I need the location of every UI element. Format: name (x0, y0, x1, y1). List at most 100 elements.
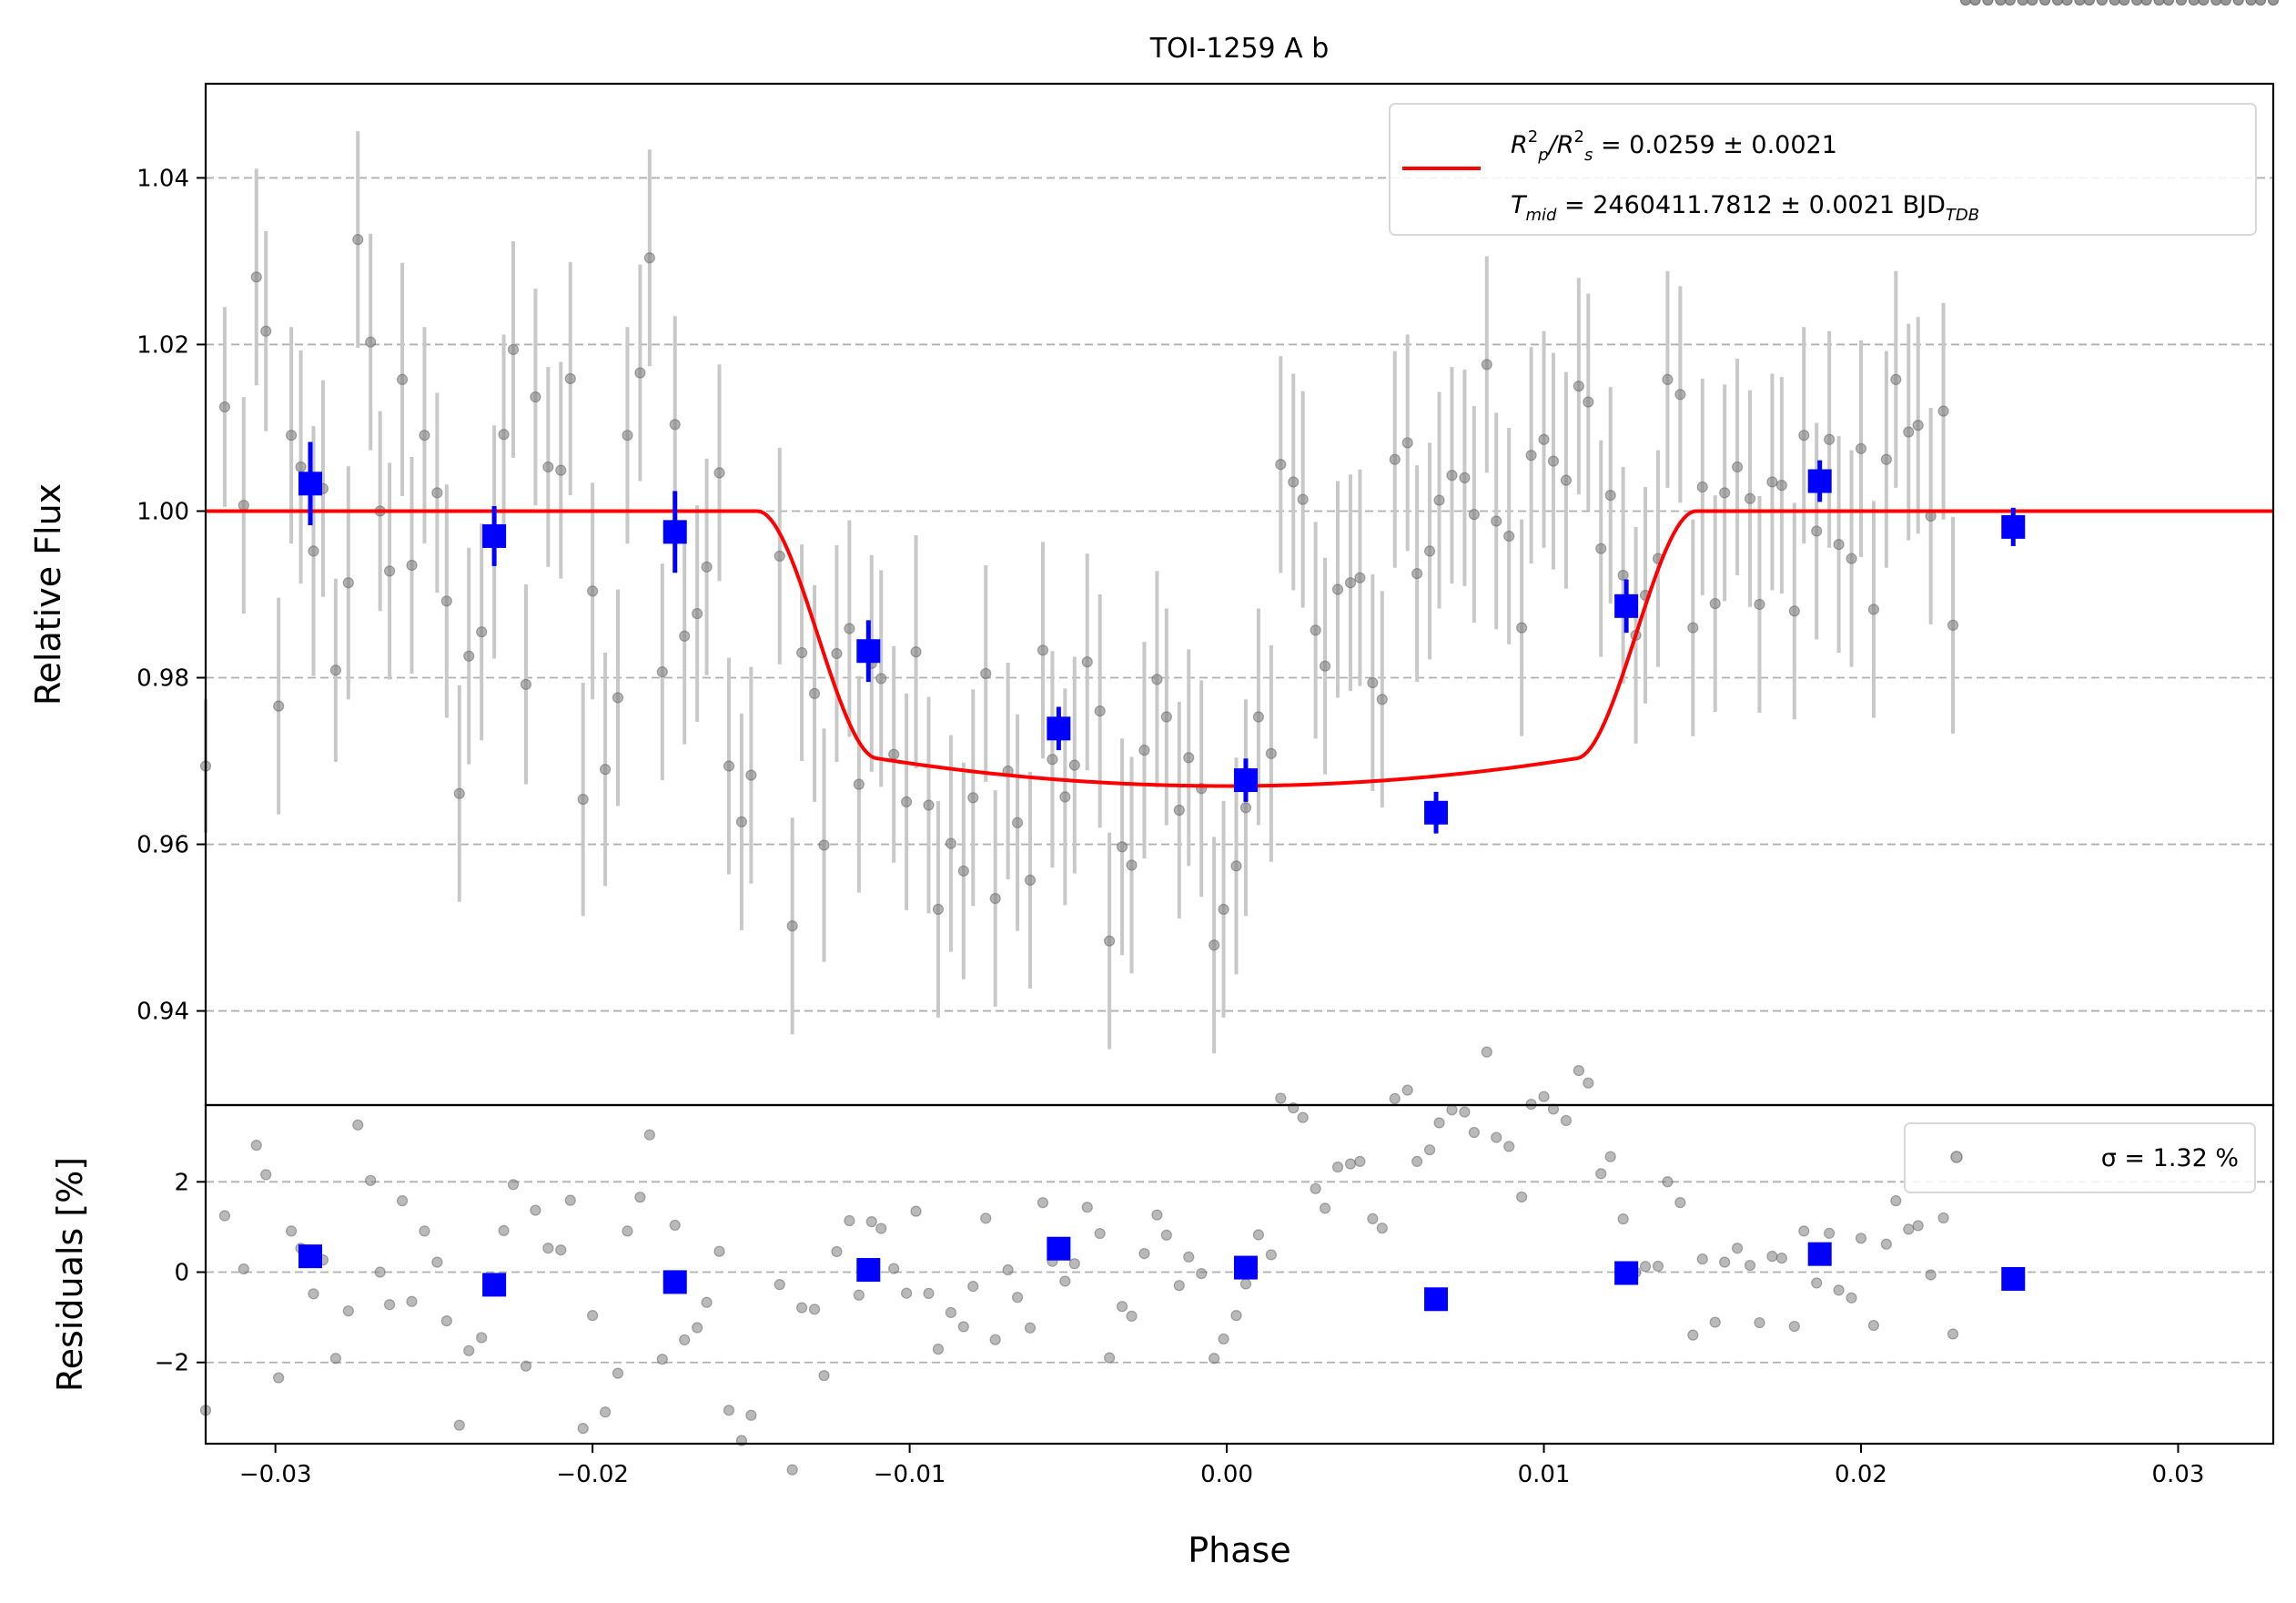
residual-point (692, 1322, 703, 1334)
raw-point (1138, 745, 1150, 756)
residual-point (1890, 1195, 1902, 1207)
residual-point (1401, 1084, 1413, 1096)
raw-point (1310, 624, 1321, 636)
residual-point (2245, 0, 2257, 6)
residual-point (1855, 1233, 1867, 1244)
residual-point (1788, 1320, 1800, 1333)
raw-point (901, 796, 913, 807)
raw-point (555, 464, 567, 476)
residual-point (1833, 1284, 1845, 1296)
residual-point (1947, 1328, 1959, 1340)
residual-point (2027, 0, 2038, 6)
raw-point (1744, 492, 1756, 504)
residual-point (2175, 0, 2188, 6)
transit-model-line (206, 509, 2273, 788)
raw-point (1766, 476, 1778, 488)
raw-point (1811, 525, 1823, 537)
residual-point (2140, 0, 2152, 6)
raw-point (888, 748, 900, 760)
raw-point (1855, 442, 1867, 454)
residual-point (1709, 1316, 1721, 1328)
residual-point (1912, 1220, 1924, 1232)
residual-point (1516, 1191, 1528, 1203)
residual-point (2254, 0, 2267, 6)
residual-point (1275, 1092, 1287, 1104)
residual-point (542, 1243, 554, 1254)
raw-point (910, 646, 922, 658)
raw-point (1230, 860, 1242, 872)
residual-point (1423, 1144, 1436, 1156)
residual-point (1982, 0, 1994, 6)
raw-point (1265, 747, 1277, 759)
residual-point (308, 1288, 319, 1300)
raw-point (774, 550, 785, 563)
raw-point (431, 487, 443, 499)
raw-point (1617, 569, 1629, 582)
raw-point (1516, 622, 1528, 634)
main-binned-points (298, 441, 2026, 834)
raw-point (932, 903, 945, 916)
binned-point (1047, 716, 1071, 741)
raw-point (1401, 437, 1413, 449)
residual-point (844, 1214, 855, 1227)
residual-point (1573, 1065, 1584, 1077)
residuals-y-axis-label: Residuals [%] (50, 1157, 90, 1392)
residual-point (520, 1360, 532, 1372)
residual-binned-point (856, 1258, 881, 1283)
residual-binned-point (298, 1244, 322, 1269)
raw-point (1867, 604, 1880, 615)
residual-point (901, 1287, 913, 1299)
residual-point (612, 1367, 624, 1379)
residual-point (1903, 1223, 1915, 1235)
raw-point (1411, 568, 1423, 580)
raw-point (342, 577, 354, 589)
residual-point (2004, 0, 2016, 6)
residual-point (1230, 1310, 1242, 1322)
residual-point (384, 1299, 396, 1311)
residual-point (634, 1192, 646, 1203)
raw-point (507, 343, 520, 356)
residual-point (888, 1263, 900, 1274)
raw-point (577, 794, 589, 806)
residual-point (2061, 0, 2073, 6)
raw-point (808, 687, 821, 700)
residual-point (745, 1409, 757, 1421)
residuals-legend-sigma-label: σ = 1.32 % (2101, 1144, 2239, 1172)
main-y-tick-label: 1.02 (137, 331, 189, 359)
raw-point (564, 372, 576, 385)
residual-point (1937, 1212, 1949, 1224)
raw-point (1754, 598, 1765, 611)
residual-point (1331, 1162, 1344, 1173)
raw-point (1824, 433, 1836, 445)
residual-point (352, 1119, 364, 1131)
x-tick-label: 0.02 (1835, 1461, 1887, 1488)
residual-point (1354, 1155, 1366, 1168)
raw-point (679, 630, 691, 642)
residual-point (2039, 0, 2051, 6)
raw-point (853, 778, 865, 790)
raw-point (967, 792, 979, 804)
raw-point (530, 391, 541, 403)
residual-point (808, 1304, 821, 1315)
raw-point (980, 667, 992, 680)
residual-point (374, 1266, 386, 1278)
raw-point (1538, 433, 1550, 445)
residual-point (2051, 0, 2064, 6)
residual-binned-point (1424, 1287, 1449, 1312)
residual-point (622, 1225, 633, 1237)
raw-point (1252, 711, 1265, 723)
residual-binned-point (1807, 1242, 1832, 1266)
raw-point (1662, 373, 1674, 385)
raw-point (669, 419, 681, 431)
raw-point (1583, 396, 1594, 408)
x-tick-label: −0.02 (556, 1461, 629, 1488)
residual-point (406, 1295, 418, 1307)
raw-point (1024, 874, 1037, 887)
raw-point (1833, 538, 1845, 551)
raw-point (713, 467, 725, 479)
raw-point (1573, 380, 1584, 392)
raw-point (1209, 939, 1220, 951)
residual-point (1151, 1209, 1163, 1221)
raw-point (1354, 572, 1366, 583)
residual-point (1481, 1046, 1492, 1058)
